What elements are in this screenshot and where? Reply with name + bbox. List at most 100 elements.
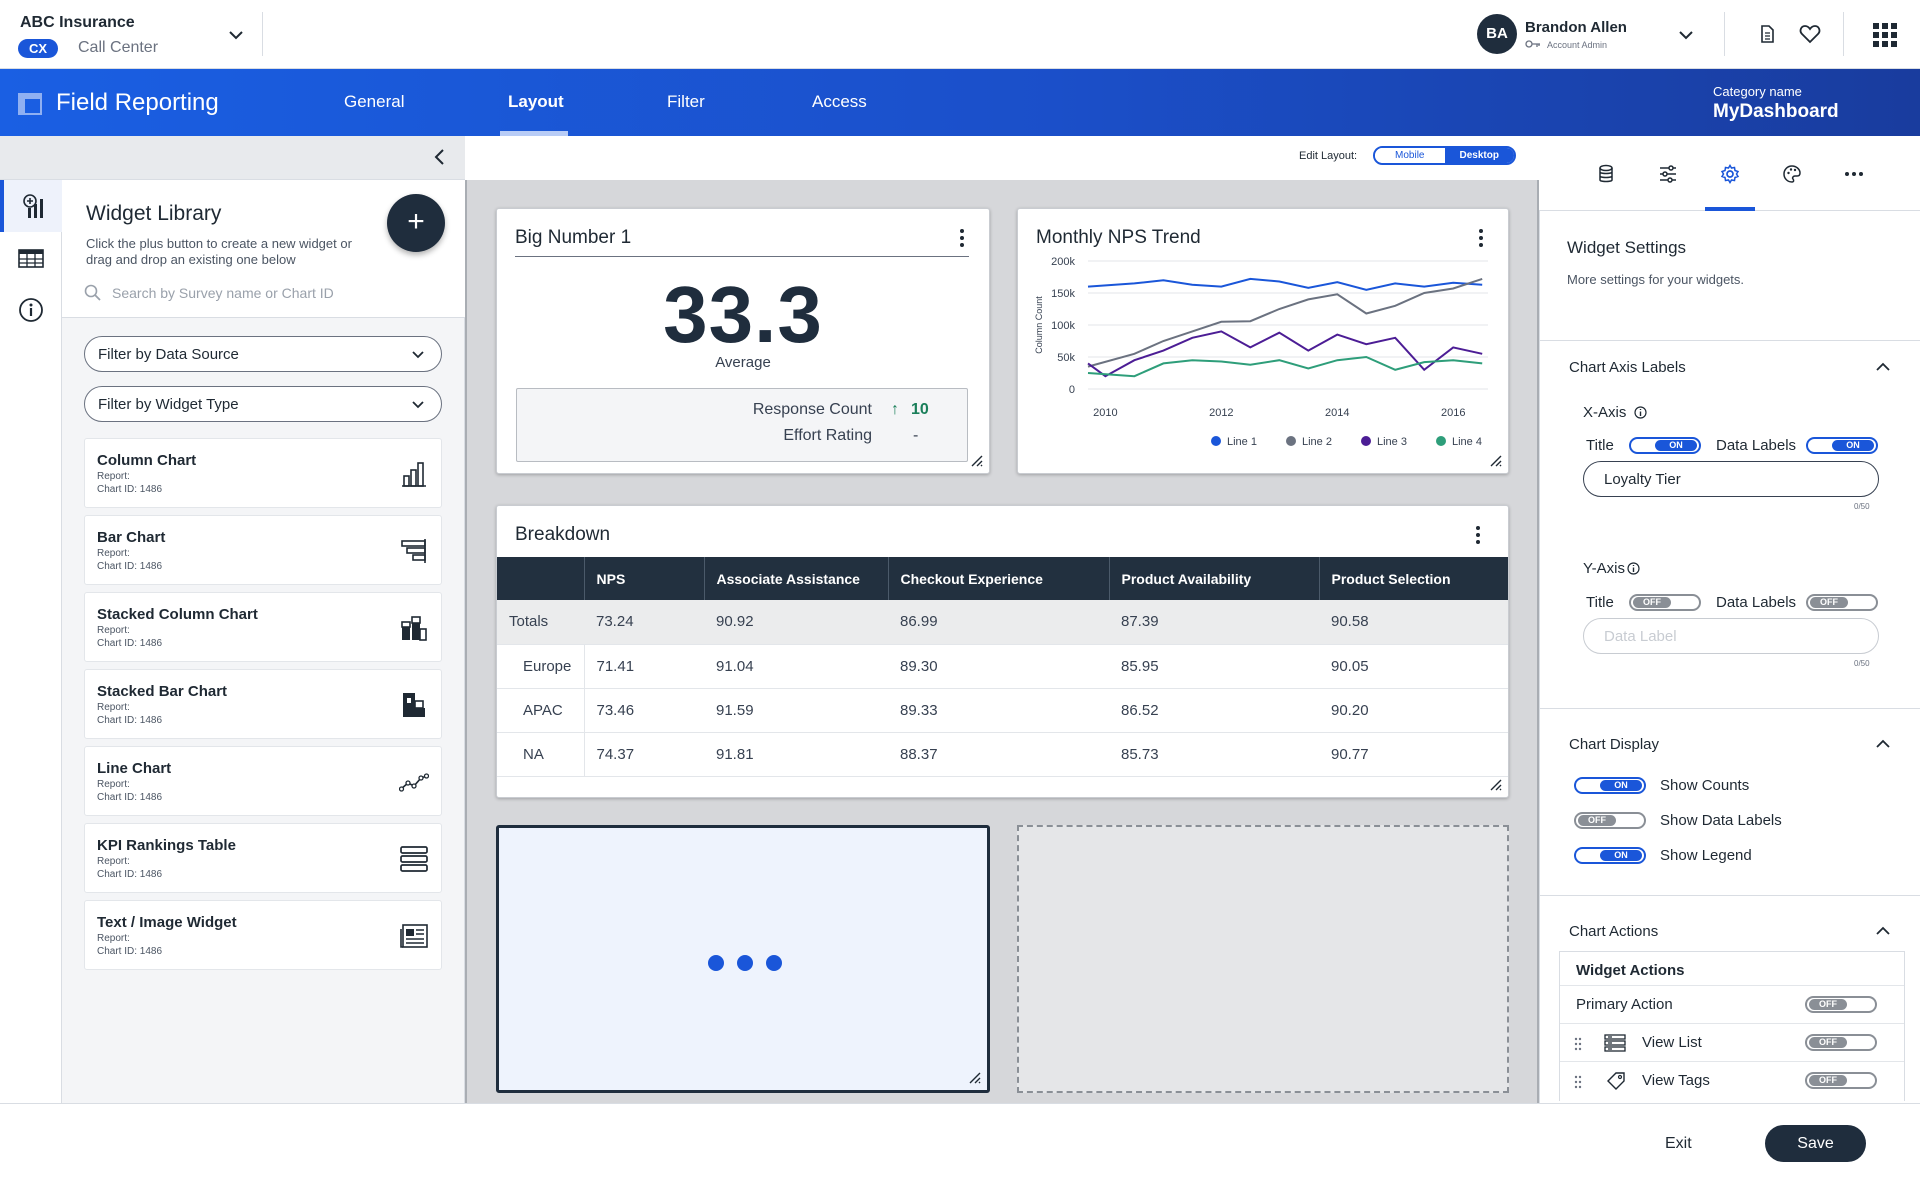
bar-chart-icon [401, 539, 426, 563]
view-tags-toggle[interactable]: OFF [1805, 1072, 1877, 1089]
x-data-labels-toggle[interactable]: ON [1806, 437, 1878, 454]
table-header-cell [497, 557, 584, 600]
table-cell: 85.73 [1109, 732, 1319, 777]
table-header-cell[interactable]: Product Availability [1108, 557, 1319, 600]
big-number-widget[interactable]: Big Number 1 33.3 Average Response Count… [496, 208, 990, 474]
widget-card-stacked-bar-chart[interactable]: Stacked Bar Chart Report: Chart ID: 1486 [84, 669, 442, 739]
widget-card-line-chart[interactable]: Line Chart Report: Chart ID: 1486 [84, 746, 442, 816]
filter-data-source-select[interactable]: Filter by Data Source [84, 336, 442, 372]
tab-settings[interactable] [1705, 136, 1755, 211]
table-header-cell[interactable]: Associate Assistance [703, 557, 888, 600]
breakdown-widget[interactable]: Breakdown NPS Associate Assistance Check… [496, 505, 1509, 798]
panel-description: More settings for your widgets. [1567, 272, 1745, 287]
widget-card-column-chart[interactable]: Column Chart Report: Chart ID: 1486 [84, 438, 442, 508]
y-title-toggle[interactable]: OFF [1629, 594, 1701, 611]
drag-handle-icon[interactable] [1574, 1037, 1582, 1051]
view-tags-label: View Tags [1642, 1072, 1710, 1089]
info-icon[interactable] [1627, 562, 1640, 575]
resize-handle-icon[interactable] [969, 453, 983, 467]
drag-handle-icon[interactable] [1574, 1075, 1582, 1089]
category-label: Category name [1713, 84, 1802, 99]
tab-data-source[interactable] [1581, 136, 1631, 211]
show-data-labels-toggle[interactable]: OFF [1574, 812, 1646, 829]
show-legend-label: Show Legend [1660, 847, 1752, 864]
widget-card-report: Report: [97, 471, 130, 482]
info-icon[interactable] [1634, 406, 1647, 419]
series-line-line-4 [1087, 355, 1483, 378]
widget-actions-title: Widget Actions [1576, 962, 1685, 979]
palette-icon [1783, 165, 1801, 183]
tab-more[interactable] [1829, 136, 1879, 211]
show-legend-toggle[interactable]: ON [1574, 847, 1646, 864]
toggle-state: OFF [1809, 1037, 1847, 1048]
widget-card-text-image[interactable]: Text / Image Widget Report: Chart ID: 14… [84, 900, 442, 970]
chevron-up-icon[interactable] [1875, 739, 1891, 749]
chevron-left-icon[interactable] [432, 148, 448, 166]
add-widget-button[interactable]: + [387, 194, 445, 252]
view-list-toggle[interactable]: OFF [1805, 1034, 1877, 1051]
big-number-details: Response Count ↑ 10 Effort Rating - [516, 388, 968, 462]
top-bar: ABC Insurance CX Call Center BA Brandon … [0, 0, 1920, 69]
loading-widget-placeholder[interactable] [496, 825, 990, 1093]
widget-card-kpi-rankings-table[interactable]: KPI Rankings Table Report: Chart ID: 148… [84, 823, 442, 893]
apps-grid-icon[interactable] [1872, 22, 1898, 48]
avatar[interactable]: BA [1477, 14, 1517, 54]
y-axis-title-input[interactable] [1583, 618, 1879, 654]
widget-card-report: Report: [97, 779, 130, 790]
tab-filter[interactable]: Filter [667, 92, 705, 111]
save-button[interactable]: Save [1765, 1125, 1866, 1162]
left-rail [0, 136, 62, 1103]
primary-action-toggle[interactable]: OFF [1805, 996, 1877, 1013]
rail-item-tables[interactable] [0, 232, 62, 284]
kebab-menu-icon[interactable] [957, 227, 967, 249]
resize-handle-icon[interactable] [1488, 453, 1502, 467]
table-cell: 91.04 [704, 644, 888, 689]
table-cell: 90.05 [1319, 644, 1508, 689]
widget-card-bar-chart[interactable]: Bar Chart Report: Chart ID: 1486 [84, 515, 442, 585]
resize-handle-icon[interactable] [1488, 777, 1502, 791]
table-header-cell[interactable]: Checkout Experience [887, 557, 1109, 600]
rail-item-charts[interactable] [0, 180, 62, 232]
show-counts-toggle[interactable]: ON [1574, 777, 1646, 794]
kebab-menu-icon[interactable] [1473, 524, 1483, 546]
table-row: NA 74.37 91.81 88.37 85.73 90.77 [497, 732, 1508, 777]
nps-trend-widget[interactable]: Monthly NPS Trend 0 50k 100k 150k 200k 2010 20… [1017, 208, 1509, 474]
kebab-menu-icon[interactable] [1476, 227, 1486, 249]
x-title-toggle[interactable]: ON [1629, 437, 1701, 454]
chevron-up-icon[interactable] [1875, 362, 1891, 372]
chevron-down-icon[interactable] [226, 25, 246, 45]
tab-style[interactable] [1767, 136, 1817, 211]
tab-filters[interactable] [1643, 136, 1693, 211]
table-header-row: NPS Associate Assistance Checkout Experi… [497, 557, 1508, 600]
document-icon[interactable] [1757, 24, 1777, 44]
y-data-labels-toggle[interactable]: OFF [1806, 594, 1878, 611]
filter-widget-type-select[interactable]: Filter by Widget Type [84, 386, 442, 422]
resize-handle-icon[interactable] [967, 1070, 981, 1084]
view-list-label: View List [1642, 1034, 1702, 1051]
exit-button[interactable]: Exit [1665, 1135, 1692, 1152]
search-input[interactable] [112, 280, 442, 306]
chevron-down-icon[interactable] [1676, 25, 1696, 45]
empty-drop-zone[interactable] [1017, 825, 1509, 1093]
tab-general[interactable]: General [344, 92, 405, 111]
widget-card-stacked-column-chart[interactable]: Stacked Column Chart Report: Chart ID: 1… [84, 592, 442, 662]
text-image-icon [400, 924, 428, 948]
heart-icon[interactable] [1799, 24, 1821, 44]
table-header-cell[interactable]: NPS [583, 557, 704, 600]
table-icon [18, 249, 44, 268]
legend-marker [1436, 436, 1446, 446]
edit-layout-label: Edit Layout: [1299, 150, 1358, 162]
tab-access[interactable]: Access [812, 92, 867, 111]
x-axis-title-input[interactable] [1583, 461, 1879, 497]
mode-desktop-button[interactable]: Desktop [1444, 148, 1514, 163]
tab-layout[interactable]: Layout [508, 92, 564, 111]
table-header-cell[interactable]: Product Selection [1318, 557, 1508, 600]
table-cell: 89.33 [888, 688, 1109, 733]
widget-card-chart-id: Chart ID: 1486 [97, 792, 163, 803]
toggle-state: OFF [1633, 597, 1671, 608]
chevron-up-icon[interactable] [1875, 926, 1891, 936]
settings-tabs [1539, 136, 1920, 211]
rail-item-info[interactable] [0, 284, 62, 336]
mode-mobile-button[interactable]: Mobile [1375, 148, 1445, 163]
widget-card-title: Stacked Bar Chart [97, 683, 228, 700]
